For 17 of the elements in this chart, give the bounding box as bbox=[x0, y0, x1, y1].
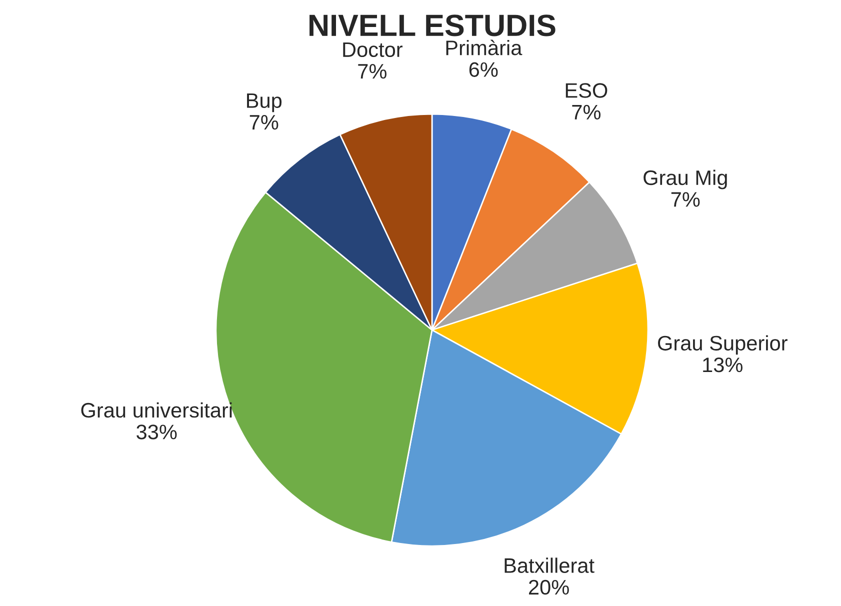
data-label: 7% bbox=[572, 104, 601, 120]
data-label: 33% bbox=[136, 424, 177, 440]
slice-label: ESO bbox=[566, 83, 608, 98]
slice-label: Doctor bbox=[343, 42, 402, 58]
slice-label: Bup bbox=[247, 93, 282, 112]
slice-label: Primària bbox=[446, 40, 522, 56]
slice-label: Grau Superior bbox=[658, 335, 788, 355]
data-label: 7% bbox=[358, 64, 386, 79]
data-label: 6% bbox=[469, 62, 498, 77]
data-label: 7% bbox=[671, 192, 700, 207]
slice-label: Batxillerat bbox=[504, 558, 594, 573]
slice-label: Grau universitari bbox=[81, 402, 232, 418]
data-label: 20% bbox=[529, 580, 569, 595]
chart-title: NIVELL ESTUDIS bbox=[310, 14, 556, 36]
data-label: 7% bbox=[250, 115, 278, 130]
data-label: 13% bbox=[703, 358, 742, 372]
slice-label: Grau Mig bbox=[644, 170, 727, 190]
